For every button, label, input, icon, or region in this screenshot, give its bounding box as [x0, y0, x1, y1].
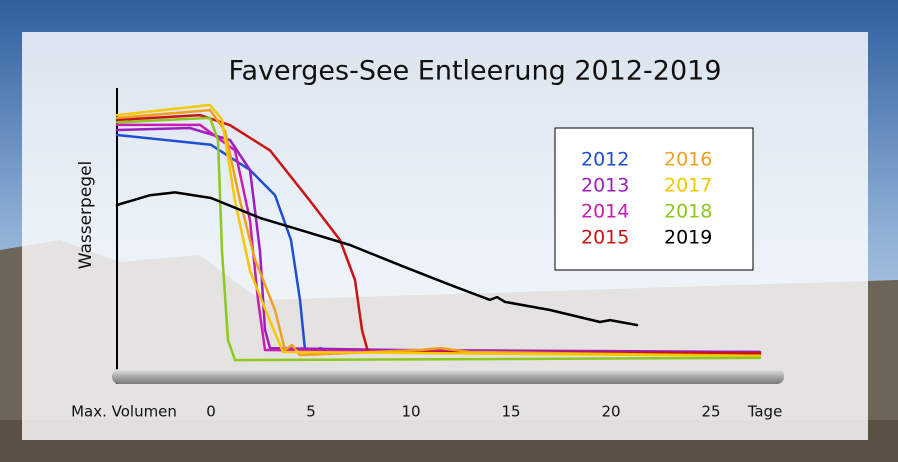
series-line — [115, 126, 762, 354]
legend-label: 2014 — [581, 201, 629, 223]
x-tick-label: 20 — [601, 403, 620, 421]
legend-label: 2019 — [664, 227, 712, 249]
legend-label: 2017 — [664, 175, 712, 197]
x-axis-bar — [112, 369, 784, 384]
legend-box — [554, 127, 754, 271]
series-line — [115, 123, 762, 356]
legend-label: 2015 — [581, 227, 629, 249]
series-line — [115, 116, 762, 362]
legend-label: 2013 — [581, 175, 629, 197]
x-tick-label: 5 — [306, 403, 316, 421]
legend-label: 2018 — [664, 201, 712, 223]
x-start-label: Max. Volumen — [71, 403, 177, 421]
x-tick-label: 0 — [206, 403, 216, 421]
y-axis-label: Wasserpegel — [76, 161, 96, 270]
series-line — [115, 191, 639, 327]
x-unit-label: Tage — [747, 403, 783, 421]
legend-label: 2016 — [664, 149, 712, 171]
series-line — [115, 103, 762, 358]
chart-title: Faverges-See Entleerung 2012-2019 — [228, 56, 721, 87]
series-line — [115, 113, 762, 355]
x-tick-label: 25 — [701, 403, 720, 421]
legend-label: 2012 — [581, 149, 629, 171]
x-tick-label: 10 — [401, 403, 420, 421]
x-tick-label: 15 — [501, 403, 520, 421]
